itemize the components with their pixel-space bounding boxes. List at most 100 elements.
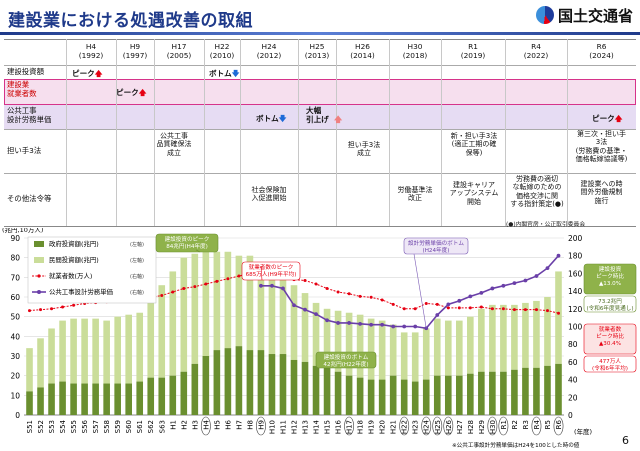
- bar-government-investment: [169, 375, 177, 415]
- legend-swatch: [34, 241, 44, 247]
- wage-point: [446, 302, 451, 307]
- bar-government-investment: [158, 377, 166, 415]
- wage-point: [369, 322, 374, 327]
- workers-point: [237, 274, 241, 278]
- wk-peak-callout-text: 就業者数のピーク: [249, 263, 294, 271]
- row-band-workers: [4, 79, 636, 105]
- workers-point: [39, 308, 43, 312]
- bar-government-investment: [224, 348, 232, 415]
- inv-bottom-callout-text: 建設投資のボトム: [324, 353, 369, 361]
- y-tick-label: 0: [15, 411, 20, 420]
- y-tick-label: 80: [10, 254, 20, 263]
- workers-point: [556, 311, 560, 315]
- bar-private-investment: [323, 308, 331, 368]
- bar-private-investment: [522, 302, 529, 368]
- wage-bottom-callout-text: (H24年度): [423, 246, 450, 254]
- bar-private-investment: [92, 318, 99, 384]
- bar-private-investment: [467, 316, 474, 374]
- x-tick-label: R4: [533, 419, 541, 429]
- y-tick-label: 20: [10, 372, 20, 381]
- year-circle-marker: [487, 416, 498, 436]
- y2-tick-label: 0: [568, 411, 573, 420]
- row-label-wage: 公共工事 設計労務単価: [7, 106, 52, 124]
- bar-government-investment: [511, 369, 518, 415]
- x-tick-label: R5: [544, 420, 552, 429]
- bar-private-investment: [257, 263, 265, 351]
- year-circle-marker: [256, 416, 266, 436]
- wage-bottom-callout-text: 設計労務単価のボトム: [408, 239, 464, 247]
- workers-point: [336, 290, 340, 294]
- wage-point: [347, 321, 352, 325]
- bar-private-investment: [334, 310, 342, 372]
- wage-line: [260, 255, 560, 330]
- table-column-divider: [66, 39, 67, 226]
- workers-point: [28, 309, 32, 313]
- legend-label: 就業者数(万人): [49, 271, 92, 280]
- year-header-h24: H24 (2012): [256, 43, 282, 60]
- bar-government-investment: [279, 354, 287, 415]
- workers-point: [490, 307, 494, 311]
- bar-government-investment: [70, 383, 77, 415]
- workers-point: [545, 309, 549, 313]
- table-column-divider: [441, 39, 442, 226]
- year-circle-marker: [531, 416, 542, 436]
- workers-point: [171, 290, 175, 294]
- policy-timeline-table: H4 (1992) H9 (1997) H17 (2005) H22 (2010) H2…: [4, 39, 636, 228]
- bar-private-investment: [81, 318, 88, 384]
- wage-point: [468, 294, 473, 299]
- wage-point: [457, 298, 462, 303]
- x-tick-label: S63: [158, 420, 166, 433]
- construction-trend-chart: 0 10 20 30 40 50 60 70 80 90 0 20 40 60 80 100 120 140 160…: [2, 228, 637, 449]
- y-tick-label: 50: [10, 313, 20, 322]
- y-tick-label: 70: [10, 273, 20, 282]
- wage-point: [402, 324, 407, 329]
- bar-government-investment: [533, 367, 540, 415]
- down-arrow-icon: 🡇: [231, 69, 240, 78]
- workers-point: [446, 306, 450, 310]
- bar-private-investment: [478, 308, 485, 372]
- y2-tick-label: 180: [568, 252, 583, 261]
- bar-private-investment: [246, 255, 254, 351]
- bar-government-investment: [26, 391, 33, 415]
- legend-axis: (左軸): [130, 241, 144, 248]
- bar-government-investment: [367, 379, 375, 415]
- inv-now-callout-text: ▲13.0%: [599, 281, 621, 287]
- legend-swatch: [37, 274, 41, 278]
- x-axis-label: (年度): [574, 427, 592, 436]
- year-circle-marker: [432, 416, 443, 436]
- workers-point: [512, 308, 516, 312]
- bar-private-investment: [533, 300, 540, 368]
- workers-point: [457, 306, 461, 310]
- bar-private-investment: [544, 297, 551, 366]
- x-tick-label: H19: [368, 420, 376, 434]
- bar-government-investment: [103, 383, 110, 415]
- x-tick-label: H18: [357, 420, 365, 434]
- workers-point: [61, 305, 65, 309]
- workers-point: [160, 294, 164, 298]
- x-tick-label: H28: [467, 420, 475, 434]
- workers-point: [391, 302, 395, 306]
- bar-private-investment: [511, 304, 518, 370]
- bar-private-investment: [489, 304, 496, 372]
- workers-point: [534, 308, 538, 312]
- bar-government-investment: [268, 354, 276, 415]
- bar-government-investment: [125, 383, 132, 415]
- y2-tick-label: 160: [568, 269, 583, 278]
- inv-now-callout-box: [583, 263, 637, 295]
- year-circle-marker: [443, 416, 454, 436]
- three-laws-r6: 第三次・担い手 3法 (労務費の基準・ 価格転嫁協議等): [575, 130, 628, 164]
- y-tick-label: 60: [10, 293, 20, 302]
- wage-point: [413, 324, 418, 329]
- bar-government-investment: [81, 383, 88, 415]
- inv-now-value-box: [583, 295, 637, 313]
- x-tick-label: S60: [125, 420, 133, 433]
- bar-government-investment: [456, 375, 463, 415]
- y2-tick-label: 100: [568, 323, 583, 332]
- wage-point: [259, 283, 263, 288]
- x-tick-label: R2: [511, 420, 519, 429]
- other-laws-h30: 労働基準法 改正: [397, 186, 433, 203]
- workers-point: [369, 295, 373, 299]
- x-tick-label: S62: [147, 420, 155, 433]
- bar-government-investment: [467, 373, 474, 415]
- workers-point: [226, 277, 230, 281]
